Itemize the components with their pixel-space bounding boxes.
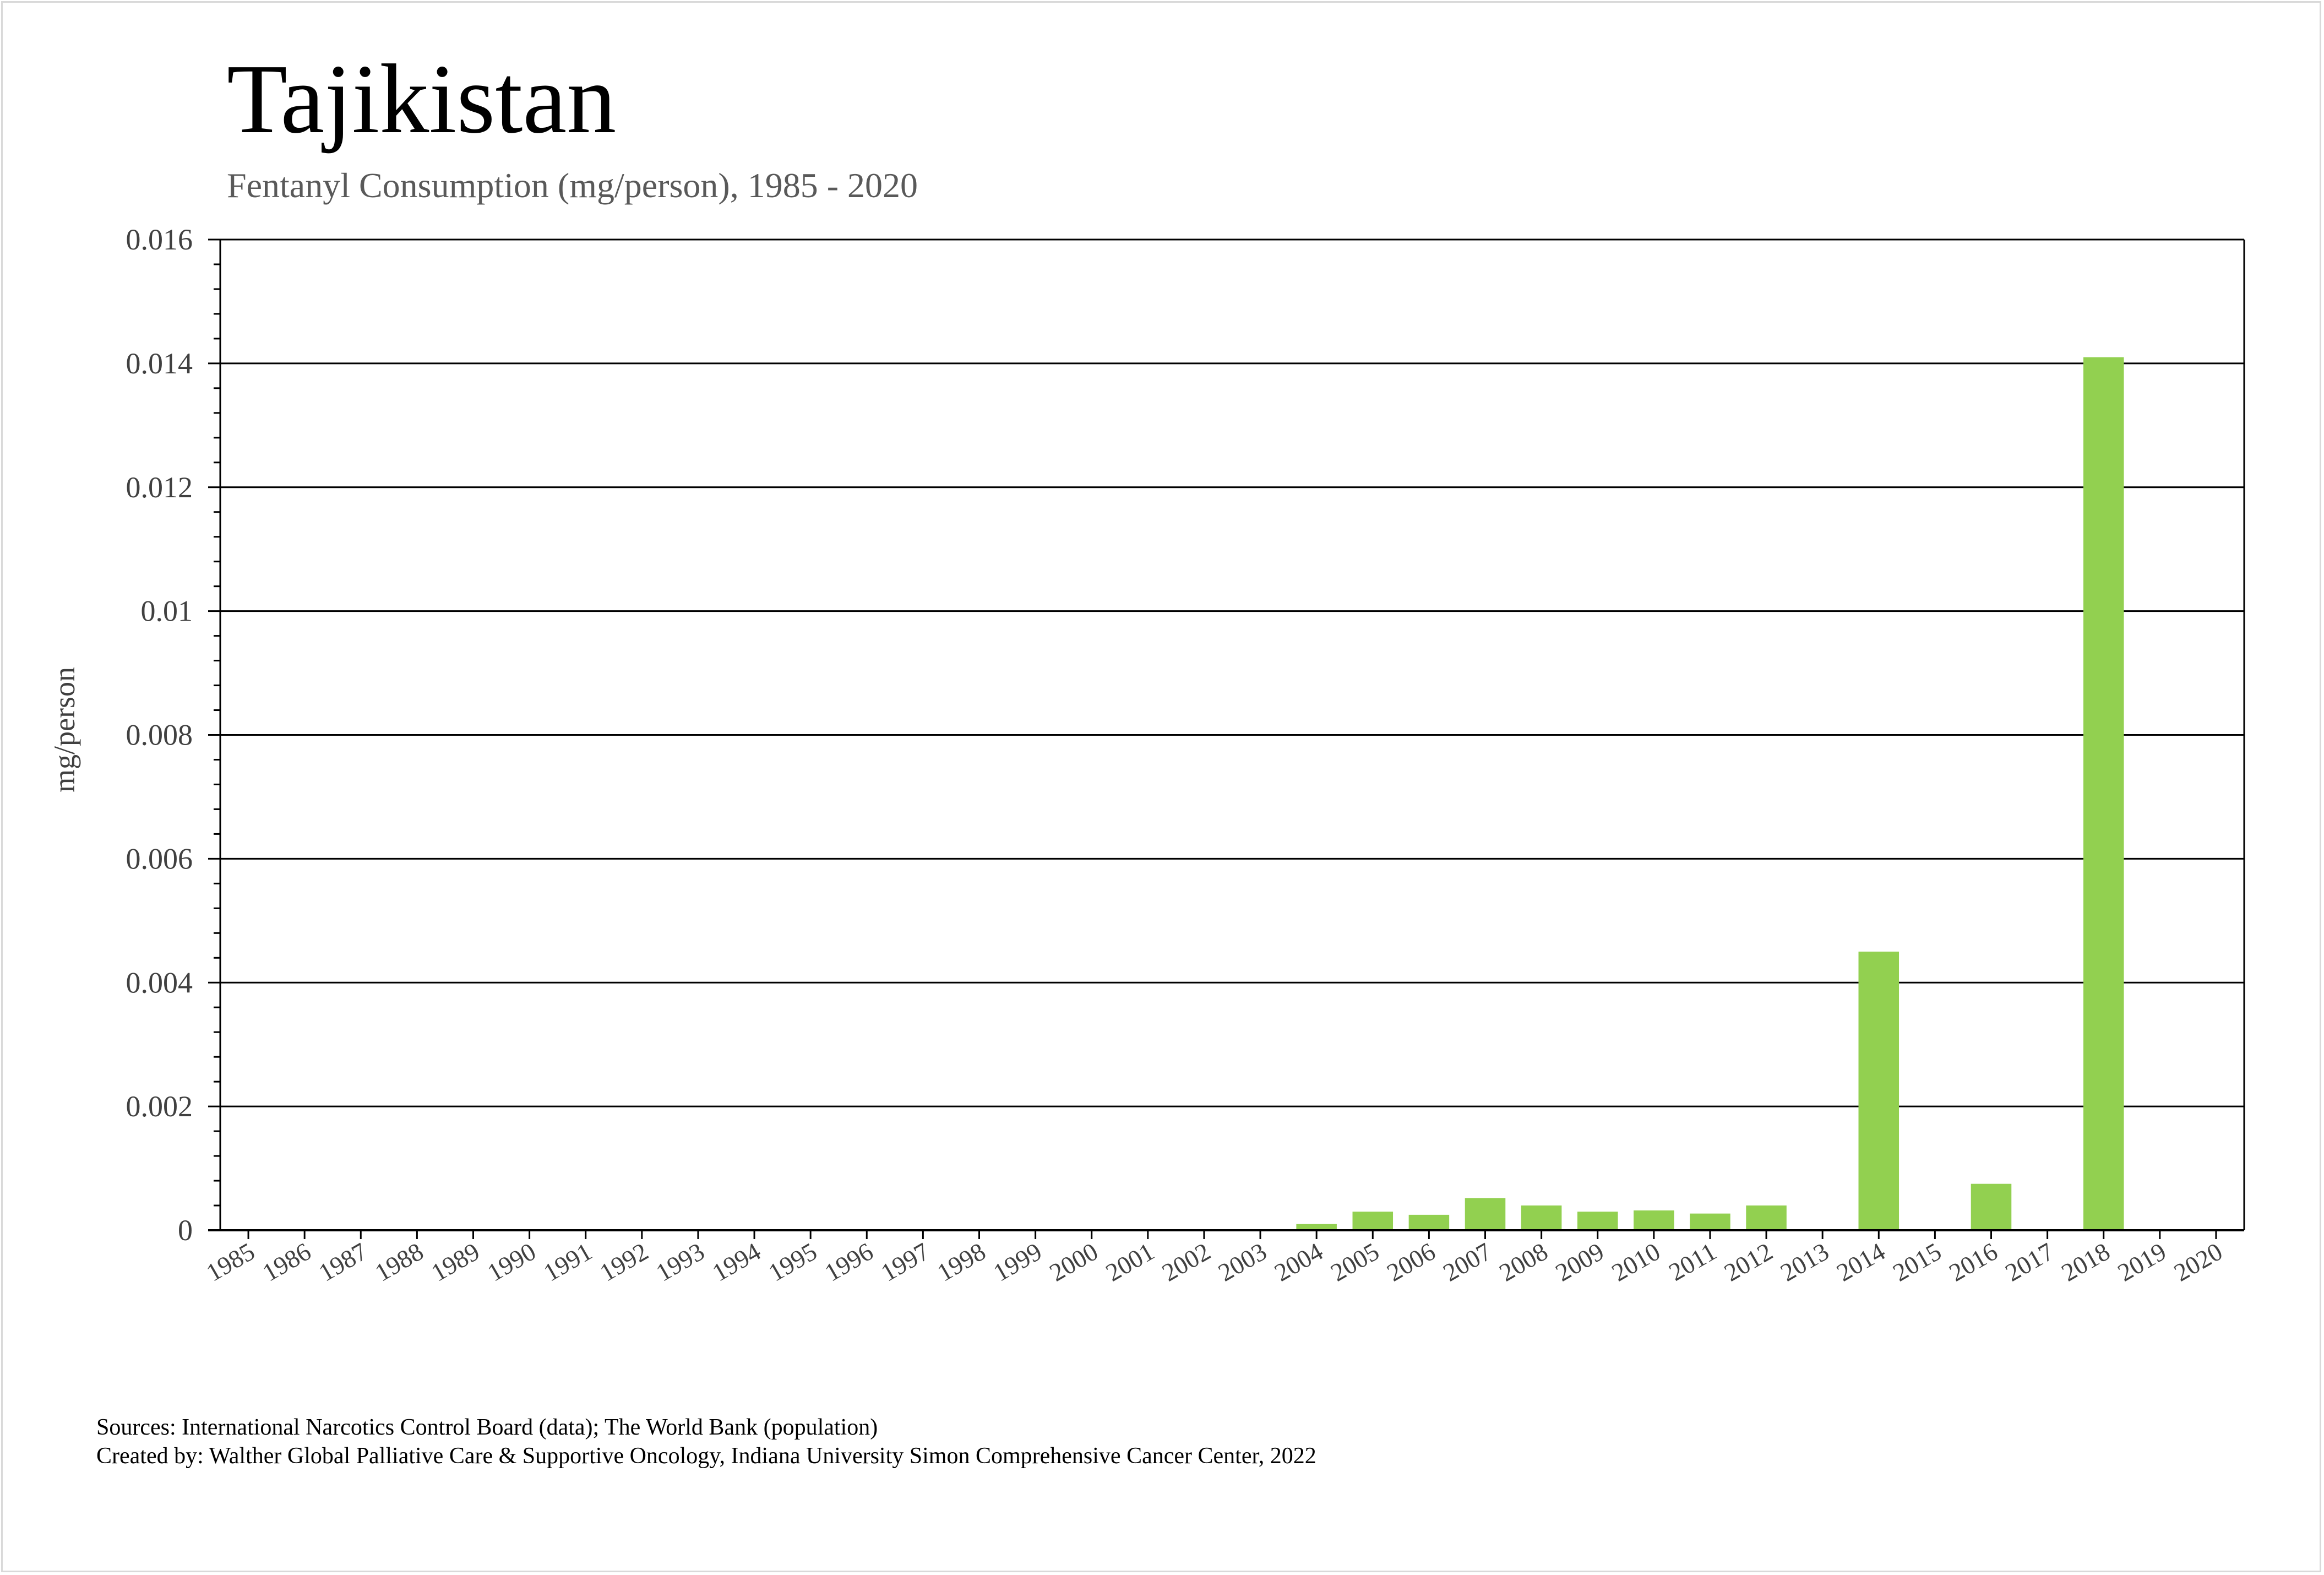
x-tick-label: 2005 xyxy=(1326,1237,1384,1286)
bar-2005 xyxy=(1352,1212,1394,1230)
x-tick-label: 1992 xyxy=(595,1237,653,1286)
sources-note: Sources: International Narcotics Control… xyxy=(96,1415,878,1440)
x-tick-label: 2006 xyxy=(1382,1237,1440,1286)
x-tick-label: 2002 xyxy=(1157,1237,1215,1286)
created-by-note: Created by: Walther Global Palliative Ca… xyxy=(96,1443,1316,1469)
x-tick-label: 1989 xyxy=(426,1237,484,1286)
x-tick-label: 1993 xyxy=(651,1237,709,1286)
bars xyxy=(1296,357,2124,1230)
x-tick-label: 2012 xyxy=(1719,1237,1777,1286)
bar-2016 xyxy=(1971,1183,2012,1230)
x-tick-label: 1987 xyxy=(314,1237,372,1286)
x-tick-label: 1996 xyxy=(820,1237,878,1286)
x-tick-label: 2007 xyxy=(1438,1237,1496,1286)
x-tick-label: 2003 xyxy=(1213,1237,1271,1286)
y-tick-label: 0.016 xyxy=(126,223,193,256)
x-tick-label: 1999 xyxy=(988,1237,1046,1286)
y-tick-labels: 0 0.002 0.004 0.006 0.008 0.01 0.012 0.014 0.016 xyxy=(126,223,193,1247)
x-tick-label: 2017 xyxy=(2000,1237,2058,1286)
bar-2011 xyxy=(1690,1213,1730,1230)
x-tick-label: 1988 xyxy=(370,1237,428,1286)
chart-subtitle: Fentanyl Consumption (mg/person), 1985 -… xyxy=(227,166,918,205)
chart-title: Tajikistan xyxy=(227,44,616,154)
bar-2009 xyxy=(1577,1212,1618,1230)
x-tick-label: 1986 xyxy=(258,1237,315,1286)
y-tick-label: 0.012 xyxy=(126,471,193,504)
y-tick-label: 0.008 xyxy=(126,719,193,752)
x-tick-label: 2013 xyxy=(1776,1237,1833,1286)
x-tick-label: 1991 xyxy=(539,1237,597,1286)
y-tick-label: 0.002 xyxy=(126,1090,193,1123)
gridlines xyxy=(220,238,2244,1107)
bar-2012 xyxy=(1746,1205,1787,1230)
bar-2008 xyxy=(1521,1205,1562,1230)
x-tick-label: 2014 xyxy=(1832,1237,1890,1286)
x-tick-label: 2018 xyxy=(2057,1237,2115,1286)
x-tick-label: 2001 xyxy=(1101,1237,1159,1286)
x-tick-label: 2008 xyxy=(1494,1237,1552,1286)
x-tick-labels: 1985198619871988198919901991199219931994… xyxy=(202,1237,2227,1286)
x-tick-label: 2009 xyxy=(1551,1237,1609,1286)
x-tick-label: 2019 xyxy=(2113,1237,2171,1286)
axes xyxy=(208,238,2245,1239)
y-tick-label: 0 xyxy=(178,1214,193,1247)
bar-2006 xyxy=(1408,1214,1450,1230)
x-tick-label: 2010 xyxy=(1607,1237,1665,1286)
bar-2014 xyxy=(1858,952,1900,1230)
x-tick-label: 2011 xyxy=(1664,1237,1721,1286)
x-tick-label: 1985 xyxy=(202,1237,259,1286)
x-tick-label: 1990 xyxy=(482,1237,540,1286)
bar-2004 xyxy=(1296,1224,1337,1230)
y-tick-label: 0.01 xyxy=(141,595,193,628)
bar-2018 xyxy=(2083,357,2124,1230)
x-tick-label: 1998 xyxy=(932,1237,990,1286)
y-tick-label: 0.006 xyxy=(126,842,193,875)
y-axis-label: mg/person xyxy=(48,667,81,792)
x-tick-label: 2004 xyxy=(1270,1237,1327,1286)
x-tick-label: 1997 xyxy=(876,1237,934,1286)
bar-2010 xyxy=(1634,1210,1674,1230)
x-tick-label: 1994 xyxy=(707,1237,765,1286)
x-tick-label: 2016 xyxy=(1944,1237,2002,1286)
x-tick-label: 2020 xyxy=(2169,1237,2227,1286)
bar-2007 xyxy=(1465,1198,1506,1230)
x-tick-label: 1995 xyxy=(764,1237,821,1286)
x-tick-label: 2000 xyxy=(1045,1237,1103,1286)
y-tick-label: 0.004 xyxy=(126,966,193,999)
x-tick-label: 2015 xyxy=(1888,1237,1946,1286)
y-tick-label: 0.014 xyxy=(126,347,193,380)
